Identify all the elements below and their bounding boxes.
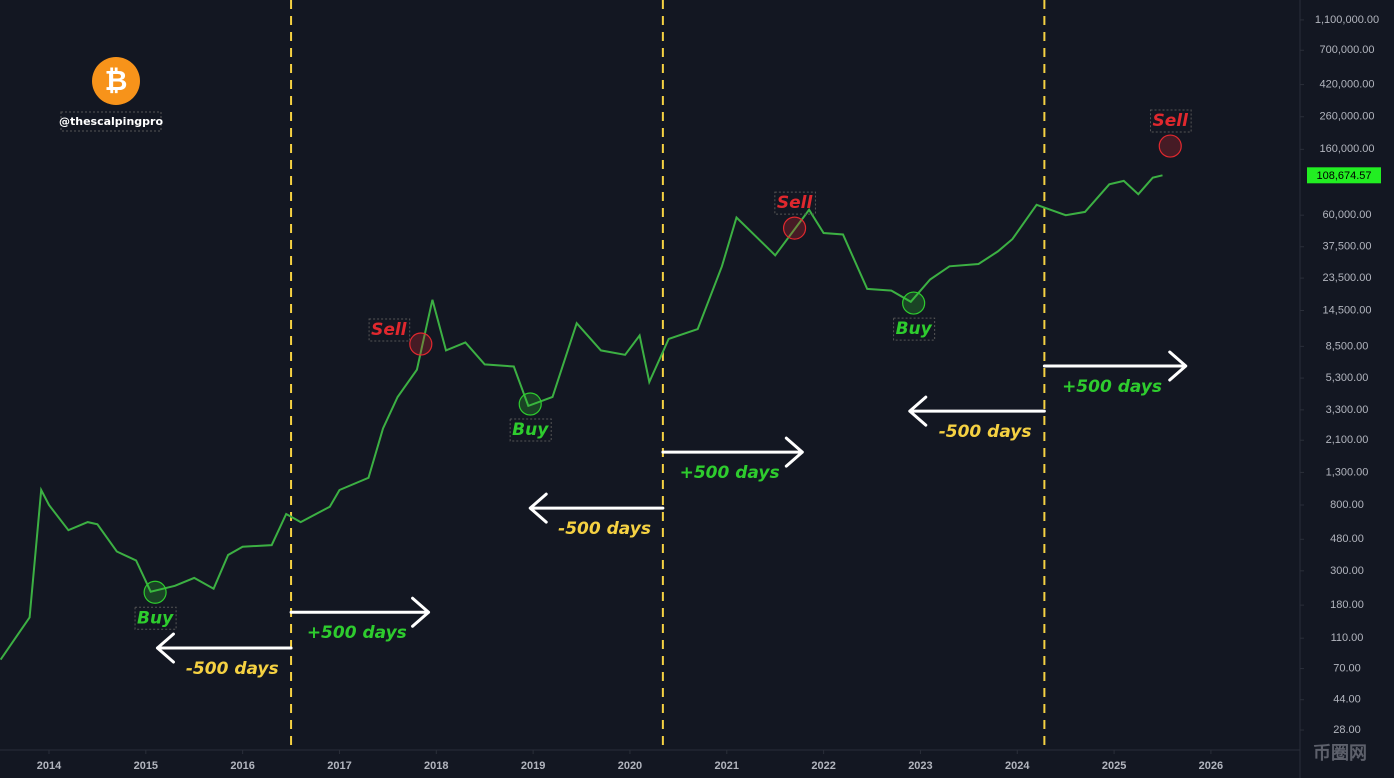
x-tick-label: 2022: [811, 760, 835, 772]
y-tick-label: 14,500.00: [1323, 304, 1372, 316]
x-tick-label: 2021: [715, 760, 739, 772]
signal-label-box: [509, 418, 552, 442]
y-tick-label: 260,000.00: [1319, 111, 1374, 123]
x-tick-label: 2019: [521, 760, 545, 772]
y-tick-label: 37,500.00: [1323, 241, 1372, 253]
signal-label-box: [368, 318, 411, 342]
x-tick-label: 2026: [1199, 760, 1223, 772]
handle-box: [60, 111, 162, 132]
signal-label-box: [893, 317, 936, 341]
logo: [92, 57, 140, 105]
y-tick-label: 700,000.00: [1319, 44, 1374, 56]
y-tick-label: 160,000.00: [1319, 143, 1374, 155]
signal-marker: [409, 332, 433, 356]
y-tick-label: 180.00: [1330, 599, 1364, 611]
arrow: [661, 436, 804, 468]
handle: @thescalpingpro: [59, 115, 163, 128]
arrow-label: +500 days: [680, 463, 780, 483]
y-tick-label: 110.00: [1331, 632, 1364, 644]
arrow-label: -500 days: [186, 659, 279, 679]
y-tick-label: 800.00: [1330, 499, 1364, 511]
y-tick-label: 28.00: [1333, 724, 1361, 736]
signal-marker: [1158, 134, 1182, 158]
signal-label: Buy: [137, 608, 174, 628]
last-price-label: 108,674.57: [1316, 170, 1371, 182]
y-tick-label: 2,100.00: [1326, 434, 1369, 446]
y-tick-label: 480.00: [1330, 533, 1364, 545]
y-tick-label: 3,300.00: [1326, 404, 1369, 416]
logo-symbol: ₿: [105, 64, 128, 97]
x-tick-label: 2017: [327, 760, 351, 772]
arrow-label: -500 days: [558, 519, 651, 539]
signal-label: Sell: [1153, 111, 1190, 131]
y-tick-label: 300.00: [1330, 565, 1364, 577]
x-tick-label: 2020: [618, 760, 642, 772]
y-tick-label: 8,500.00: [1326, 340, 1369, 352]
arrow: [155, 632, 293, 664]
y-tick-label: 70.00: [1333, 662, 1361, 674]
arrow-label: +500 days: [1062, 377, 1162, 397]
arrow: [289, 596, 431, 628]
arrow-label: -500 days: [939, 422, 1032, 442]
x-tick-label: 2025: [1102, 760, 1126, 772]
arrow: [908, 395, 1046, 427]
last-price-tag: [1307, 167, 1381, 184]
y-tick-label: 1,100,000.00: [1315, 14, 1379, 26]
arrow-label: +500 days: [307, 623, 407, 643]
x-tick-label: 2024: [1005, 760, 1030, 772]
signal-label: Sell: [777, 193, 814, 213]
signal-label-box: [1150, 109, 1192, 133]
y-tick-label: 44.00: [1333, 694, 1361, 706]
signal-marker: [143, 580, 167, 604]
x-tick-label: 2015: [134, 760, 158, 772]
signal-label-box: [774, 191, 816, 215]
signal-label: Buy: [896, 319, 933, 339]
y-tick-label: 60,000.00: [1323, 209, 1372, 221]
arrow: [528, 492, 665, 524]
signal-marker: [518, 392, 542, 416]
signal-marker: [902, 291, 926, 315]
y-tick-label: 5,300.00: [1326, 372, 1369, 384]
x-tick-label: 2023: [908, 760, 932, 772]
signal-label: Sell: [371, 320, 408, 340]
signal-label: Buy: [512, 420, 549, 440]
signal-label-box: [134, 606, 177, 630]
x-tick-label: 2014: [37, 760, 62, 772]
signal-marker: [782, 216, 807, 240]
arrow: [1042, 350, 1188, 382]
y-tick-label: 23,500.00: [1323, 272, 1372, 284]
x-tick-label: 2016: [230, 760, 254, 772]
y-tick-label: 1,300.00: [1326, 466, 1369, 478]
y-tick-label: 420,000.00: [1319, 78, 1374, 90]
x-tick-label: 2018: [424, 760, 448, 772]
watermark: 币圈网: [1313, 743, 1367, 764]
